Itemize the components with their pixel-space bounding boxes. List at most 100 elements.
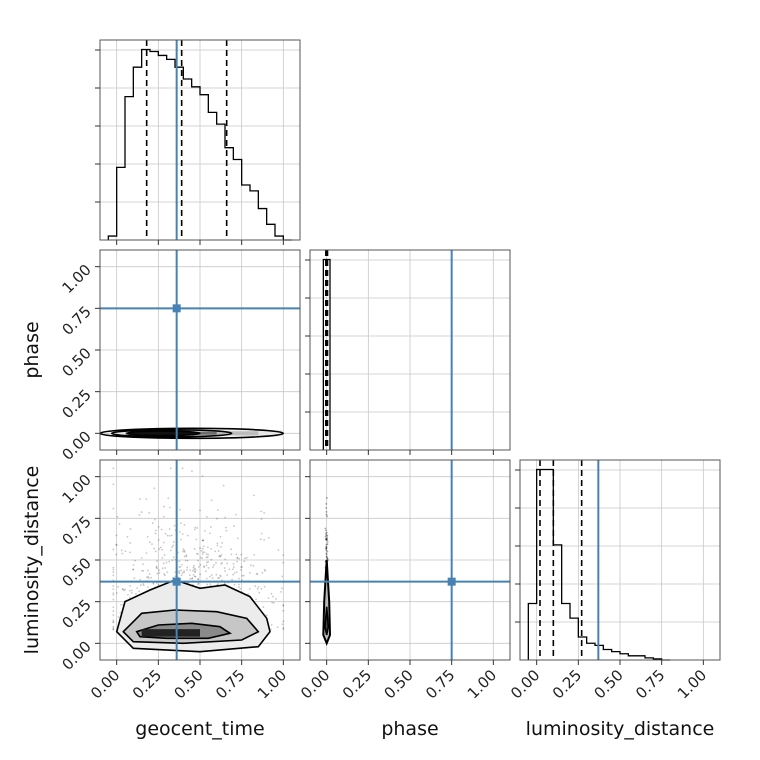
sample-point	[161, 567, 164, 570]
sample-point	[325, 547, 327, 550]
sample-point	[155, 565, 158, 568]
xtick-label-1: 0.25	[129, 666, 165, 702]
sample-point	[146, 576, 148, 579]
sample-point	[112, 568, 115, 571]
sample-point	[236, 560, 238, 563]
sample-point	[324, 527, 327, 530]
sample-point	[282, 561, 285, 564]
xtick-label-0: 0.00	[297, 666, 333, 702]
sample-point	[183, 549, 186, 552]
sample-point	[112, 507, 115, 510]
sample-point	[112, 625, 115, 628]
sample-point	[236, 556, 239, 559]
sample-point	[181, 533, 184, 535]
contour-mid	[110, 429, 233, 438]
sample-point	[242, 574, 245, 577]
sample-point	[232, 573, 234, 576]
sample-point	[325, 503, 328, 505]
sample-point	[193, 564, 195, 567]
sample-point	[238, 586, 240, 589]
sample-point	[166, 534, 169, 537]
sample-point	[237, 583, 240, 586]
sample-point	[186, 566, 189, 569]
sample-point	[153, 487, 156, 490]
sample-point	[267, 597, 270, 599]
sample-point	[201, 547, 204, 550]
sample-point	[224, 526, 227, 529]
sample-point	[155, 566, 158, 569]
sample-point	[199, 509, 201, 512]
sample-point	[259, 538, 262, 541]
sample-point	[240, 569, 242, 571]
sample-point	[210, 558, 213, 561]
sample-point	[180, 538, 182, 541]
sample-point	[272, 595, 274, 598]
sample-point	[115, 543, 118, 546]
sample-point	[252, 494, 255, 497]
sample-point	[196, 527, 199, 529]
sample-point	[244, 557, 246, 560]
sample-point	[240, 553, 243, 556]
sample-point	[281, 587, 283, 590]
ytick-label-0: 0.00	[58, 427, 94, 463]
sample-point	[193, 568, 195, 571]
sample-point	[181, 572, 184, 574]
sample-point	[147, 569, 149, 572]
sample-point	[183, 571, 186, 574]
sample-point	[201, 539, 204, 542]
sample-point	[121, 588, 124, 590]
sample-point	[325, 545, 328, 548]
hist-luminosity_distance: 0.00 0.25 0.50 0.75 1.00	[507, 459, 721, 702]
sample-point	[255, 598, 257, 601]
sample-point	[112, 467, 115, 470]
sample-point	[233, 525, 235, 528]
sample-point	[267, 537, 270, 539]
sample-point	[189, 577, 192, 580]
sample-point	[134, 559, 136, 562]
sample-point	[139, 578, 141, 581]
sample-point	[236, 556, 239, 559]
density-core	[141, 629, 200, 637]
xtick-label-3: 0.75	[422, 666, 458, 702]
sample-point	[252, 564, 255, 567]
x-axis-titles: geocent_time phase luminosity_distance	[135, 718, 714, 740]
sample-point	[117, 585, 120, 588]
sample-point	[129, 584, 132, 587]
hist-step-phase	[322, 258, 331, 450]
sample-point	[183, 524, 186, 526]
sample-point	[194, 575, 197, 578]
sample-point	[158, 548, 161, 550]
sample-point	[124, 550, 127, 553]
sample-point	[112, 628, 115, 631]
sample-point	[173, 524, 176, 527]
sample-point	[157, 583, 160, 586]
sample-point	[115, 553, 118, 556]
sample-point	[282, 604, 285, 607]
sample-point	[162, 515, 165, 518]
sample-point	[215, 573, 218, 576]
sample-point	[168, 560, 171, 563]
sample-point	[149, 541, 151, 544]
sample-point	[235, 513, 238, 516]
sample-point	[206, 583, 209, 586]
sample-point	[220, 562, 223, 565]
sample-point	[241, 566, 243, 568]
sample-point	[145, 552, 148, 555]
sample-point	[219, 535, 222, 538]
sample-point	[115, 544, 118, 547]
sample-point	[209, 575, 211, 578]
sample-point	[112, 593, 115, 596]
sample-point	[180, 574, 183, 577]
sample-point	[238, 577, 240, 580]
sample-point	[326, 534, 329, 537]
sample-point	[193, 575, 196, 578]
sample-point	[324, 535, 327, 538]
sample-point	[241, 579, 244, 582]
sample-point	[282, 628, 285, 630]
hist-phase	[305, 249, 511, 455]
sample-point	[122, 588, 124, 591]
sample-point	[253, 553, 256, 556]
sample-point	[263, 585, 266, 588]
sample-point	[182, 550, 184, 553]
sample-point	[195, 552, 198, 555]
